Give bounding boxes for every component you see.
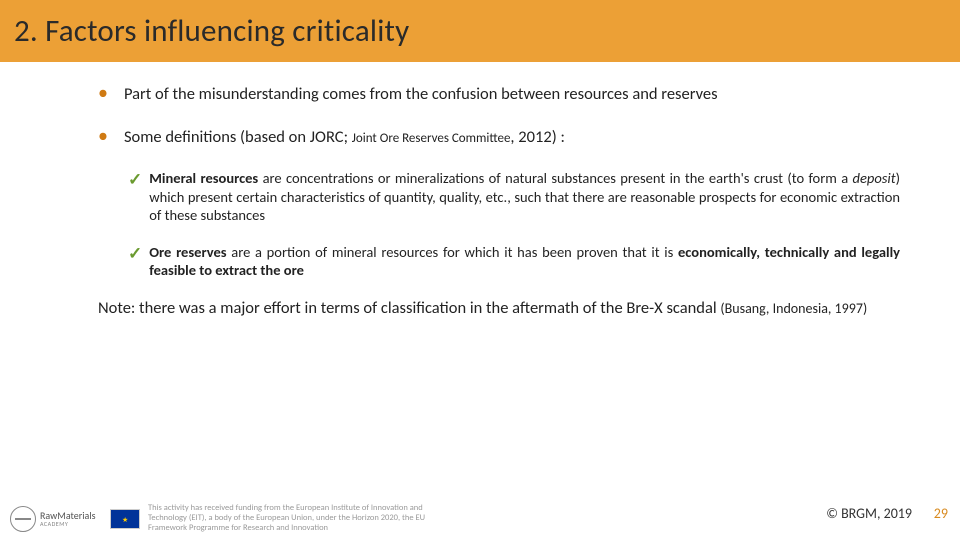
check-list: ✓ Mineral resources are concentrations o… (98, 169, 900, 280)
bullet-item: • Part of the misunderstanding comes fro… (98, 84, 900, 105)
eit-logo-text: RawMaterials ACADEMY (40, 511, 96, 527)
slide-title: 2. Factors influencing criticality (14, 12, 409, 50)
page-number: 29 (934, 505, 948, 522)
term-bold: Ore reserves (149, 243, 226, 261)
copyright-text: © BRGM, 2019 (826, 505, 912, 522)
bullet-text-part: Some definitions (based on JORC; (124, 127, 352, 147)
check-text-part: are concentrations or mineralizations of… (258, 169, 852, 187)
bullet-marker: • (98, 84, 108, 105)
bullet-text: Part of the misunderstanding comes from … (124, 84, 718, 105)
bullet-text-part: , 2012) : (510, 127, 564, 147)
check-text: Mineral resources are concentrations or … (149, 169, 900, 225)
bullet-source: Joint Ore Reserves Committee (352, 131, 511, 146)
title-band: 2. Factors influencing criticality (0, 0, 960, 62)
bullet-item: • Some definitions (based on JORC; Joint… (98, 127, 900, 148)
bullet-marker: • (98, 127, 108, 148)
footer-left: RawMaterials ACADEMY This activity has r… (10, 504, 458, 534)
check-text-part: are a portion of mineral resources for w… (227, 243, 678, 261)
check-item: ✓ Ore reserves are a portion of mineral … (128, 243, 900, 280)
content-area: • Part of the misunderstanding comes fro… (0, 62, 960, 319)
eu-flag-icon (110, 509, 140, 529)
bullet-text: Some definitions (based on JORC; Joint O… (124, 127, 565, 148)
check-icon: ✓ (128, 169, 142, 225)
term-bold: Mineral resources (149, 169, 258, 187)
footer: RawMaterials ACADEMY This activity has r… (0, 490, 960, 540)
eit-logo-icon (10, 506, 36, 532)
note-source: (Busang, Indonesia, 1997) (720, 300, 867, 317)
note-text: Note: there was a major effort in terms … (98, 298, 900, 319)
check-text: Ore reserves are a portion of mineral re… (149, 243, 900, 280)
check-icon: ✓ (128, 243, 142, 280)
note-line: Note: there was a major effort in terms … (98, 298, 720, 318)
eit-logo: RawMaterials ACADEMY (10, 504, 102, 534)
term-italic: deposit (852, 169, 895, 187)
check-item: ✓ Mineral resources are concentrations o… (128, 169, 900, 225)
funding-text: This activity has received funding from … (148, 504, 458, 533)
